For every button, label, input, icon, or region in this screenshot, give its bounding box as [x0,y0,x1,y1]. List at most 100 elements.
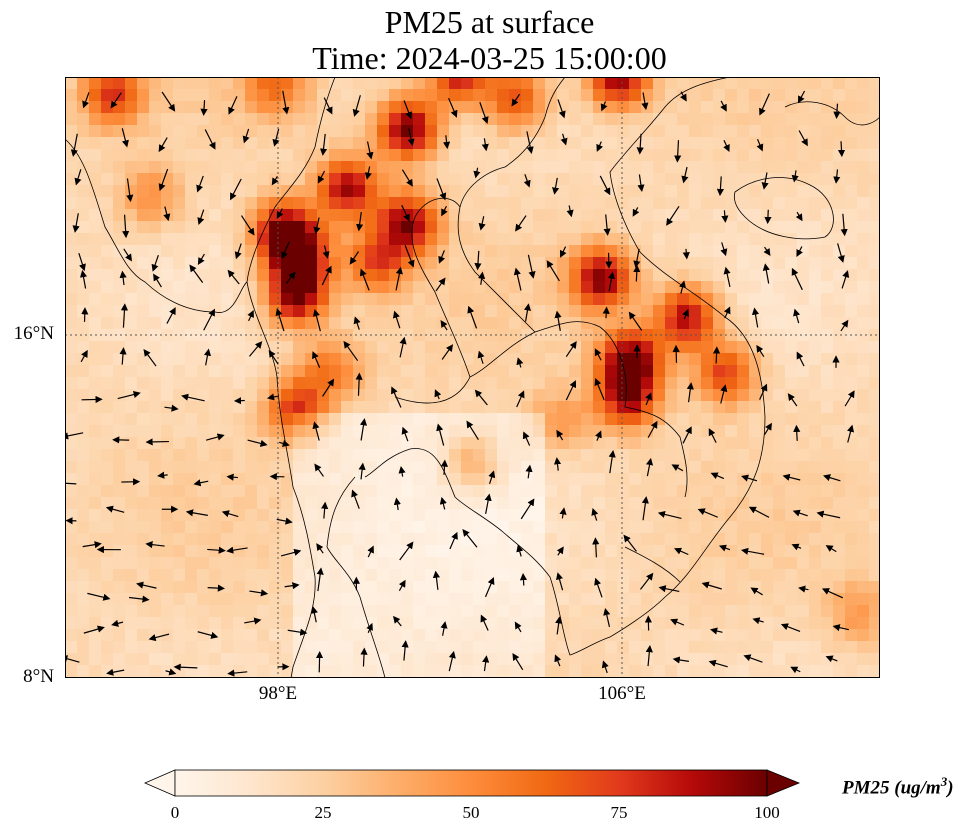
pm25-cell [617,557,630,570]
pm25-cell [785,413,798,426]
pm25-cell [185,389,198,402]
pm25-cell [845,341,858,354]
wind-arrow [228,96,238,115]
pm25-cell [209,605,222,618]
pm25-cell [761,137,774,150]
pm25-cell [125,533,138,546]
pm25-cell [821,449,834,462]
pm25-cell [233,437,246,450]
pm25-cell [305,617,318,630]
pm25-cell [233,329,246,342]
pm25-cell [377,353,390,366]
pm25-cell [677,569,690,582]
pm25-cell [761,365,774,378]
pm25-cell [425,137,438,150]
pm25-cell [833,113,846,126]
pm25-cell [629,233,642,246]
wind-arrow [556,572,564,591]
pm25-cell [77,401,90,414]
pm25-cell [761,497,774,510]
pm25-cell [245,137,258,150]
pm25-cell [401,629,414,642]
pm25-cell [557,665,570,678]
pm25-cell [149,449,162,462]
pm25-cell [557,461,570,474]
pm25-cell [773,437,786,450]
pm25-cell [833,641,846,654]
pm25-cell [305,377,318,390]
pm25-cell [605,509,618,522]
pm25-cell [461,581,474,594]
wind-arrow [636,133,644,155]
pm25-cell [725,149,738,162]
pm25-cell [449,269,462,282]
pm25-cell [617,425,630,438]
pm25-cell [773,233,786,246]
pm25-cell [233,293,246,306]
pm25-cell [725,89,738,102]
wind-arrow [646,457,654,477]
pm25-cell [569,389,582,402]
pm25-cell [821,617,834,630]
pm25-cell [737,257,750,270]
pm25-cell [221,137,234,150]
pm25-cell [665,317,678,330]
pm25-cell [233,653,246,666]
pm25-cell [257,257,270,270]
pm25-cell [617,617,630,630]
pm25-cell [581,329,594,342]
pm25-cell [377,641,390,654]
pm25-cell [473,437,486,450]
pm25-cell [485,545,498,558]
pm25-cell [845,173,858,186]
pm25-cell [377,473,390,486]
pm25-cell [281,101,294,114]
pm25-cell [437,533,450,546]
pm25-cell [773,617,786,630]
pm25-cell [137,137,150,150]
pm25-cell [461,101,474,114]
pm25-cell [785,581,798,594]
pm25-cell [377,113,390,126]
pm25-cell [101,209,114,222]
pm25-cell [557,521,570,534]
pm25-cell [701,173,714,186]
pm25-cell [365,569,378,582]
pm25-cell [545,125,558,138]
pm25-cell [197,533,210,546]
pm25-cell [293,545,306,558]
pm25-cell [833,545,846,558]
pm25-cell [485,257,498,270]
wind-arrow [796,246,803,257]
pm25-cell [557,281,570,294]
pm25-cell [161,557,174,570]
pm25-cell [173,89,186,102]
wind-arrow [401,640,409,661]
pm25-cell [473,569,486,582]
pm25-cell [173,161,186,174]
pm25-cell [185,305,198,318]
pm25-cell [845,353,858,366]
pm25-cell [233,281,246,294]
wind-arrow [787,393,798,407]
pm25-cell [233,221,246,234]
pm25-cell [533,509,546,522]
wind-arrow [117,390,141,400]
pm25-cell [797,77,810,90]
pm25-cell [617,521,630,534]
pm25-cell [77,329,90,342]
pm25-cell [317,497,330,510]
pm25-cell [761,197,774,210]
pm25-cell [737,221,750,234]
pm25-cell [389,161,402,174]
pm25-cell [449,413,462,426]
pm25-cell [545,365,558,378]
pm25-cell [533,473,546,486]
pm25-cell [809,221,822,234]
pm25-cell [257,545,270,558]
pm25-cell [65,257,78,270]
pm25-cell [533,113,546,126]
wind-arrow [759,93,770,116]
pm25-cell [869,377,880,390]
pm25-cell [701,257,714,270]
